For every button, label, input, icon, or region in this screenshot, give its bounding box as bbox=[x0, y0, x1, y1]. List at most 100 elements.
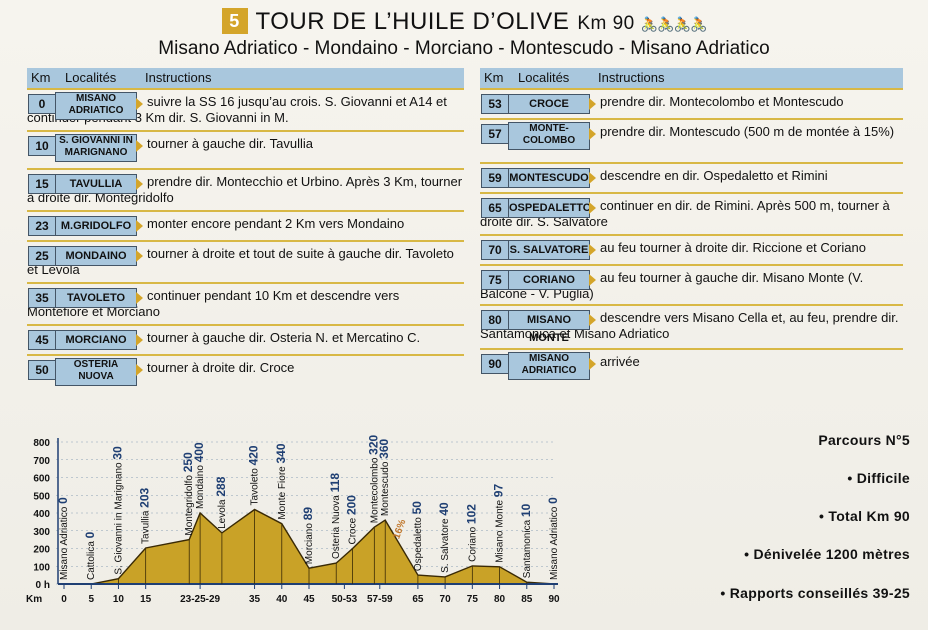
difficulty-label: • Difficile bbox=[847, 470, 910, 486]
instruction-row: 50 OSTERIA NUOVA tourner à droite dir. Cro… bbox=[27, 354, 464, 390]
x-tick-label: 57-59 bbox=[367, 594, 393, 605]
row-instruction: prendre dir. Montecolombo et Montescudo bbox=[600, 94, 844, 109]
place-label: Ospedaletto 50 bbox=[410, 501, 424, 571]
x-tick-label: 40 bbox=[276, 594, 288, 605]
header-km: Km bbox=[31, 70, 51, 85]
row-arrow-icon bbox=[136, 334, 143, 346]
instruction-row: 15 TAVULLIA prendre dir. Montecchio et Urb… bbox=[27, 168, 464, 210]
row-location: MONDAINO bbox=[55, 246, 137, 266]
row-location: CORIANO bbox=[508, 270, 590, 290]
instruction-row: 59 MONTESCUDO descendre en dir. Ospedalett… bbox=[480, 162, 903, 192]
row-instruction: tourner à gauche dir. Tavullia bbox=[147, 136, 313, 151]
y-tick-label: 800 bbox=[33, 438, 50, 449]
place-label: Osteria Nuova 118 bbox=[328, 473, 342, 559]
place-label: Misano Monte 97 bbox=[492, 484, 506, 563]
row-instruction: descendre vers Misano Cella et, au feu, … bbox=[480, 310, 899, 341]
row-arrow-icon bbox=[589, 202, 596, 214]
y-tick-label: 500 bbox=[33, 491, 50, 502]
header-km: Km bbox=[484, 70, 504, 85]
row-arrow-icon bbox=[589, 128, 596, 140]
x-tick-label: 90 bbox=[548, 594, 560, 605]
table-header: Km Localités Instructions bbox=[480, 68, 903, 88]
row-instruction: prendre dir. Montescudo (500 m de montée… bbox=[600, 124, 895, 139]
route-distance: Km 90 bbox=[577, 13, 635, 34]
instruction-row: 75 CORIANO au feu tourner à gauche dir. Mi… bbox=[480, 264, 903, 304]
place-label: Misano Adriatico 0 bbox=[546, 497, 560, 580]
page-title: 5 TOUR DE L’HUILE D’OLIVE Km 90 🚴🚴🚴🚴 bbox=[0, 8, 928, 38]
row-location: S. SALVATORE bbox=[508, 240, 590, 260]
instruction-row: 45 MORCIANO tourner à gauche dir. Osteria … bbox=[27, 324, 464, 354]
x-tick-label: 75 bbox=[467, 594, 479, 605]
place-label: S. Giovanni in Marignano 30 bbox=[110, 446, 124, 575]
place-label: Morciano 89 bbox=[301, 507, 315, 565]
difficulty-bikes-icon: 🚴🚴🚴🚴 bbox=[640, 16, 708, 32]
row-km: 59 bbox=[481, 168, 509, 188]
row-arrow-icon bbox=[589, 98, 596, 110]
row-instruction: au feu tourner à droite dir. Riccione et… bbox=[600, 240, 866, 255]
place-label: Misano Adriatico 0 bbox=[56, 497, 70, 580]
row-km: 50 bbox=[28, 360, 56, 380]
instruction-row: 53 CROCE prendre dir. Montecolombo et Mont… bbox=[480, 88, 903, 118]
row-location: MISANO MONTE bbox=[508, 310, 590, 344]
y-tick-label: 100 bbox=[33, 562, 50, 573]
place-label: Croce 200 bbox=[345, 495, 359, 545]
instruction-row: 0 MISANO ADRIATICO suivre la SS 16 jusqu’a… bbox=[27, 88, 464, 130]
place-label: S. Salvatore 40 bbox=[437, 502, 451, 573]
row-location: TAVOLETO bbox=[55, 288, 137, 308]
row-location: CROCE bbox=[508, 94, 590, 114]
header-localites: Localités bbox=[65, 70, 117, 85]
y-tick-label: 200 bbox=[33, 545, 50, 556]
instruction-row: 23 M.GRIDOLFO monter encore pendant 2 Km v… bbox=[27, 210, 464, 240]
row-instruction: descendre en dir. Ospedaletto et Rimini bbox=[600, 168, 828, 183]
header-localites: Localités bbox=[518, 70, 570, 85]
row-location: MONTESCUDO bbox=[508, 168, 590, 188]
total-distance-label: • Total Km 90 bbox=[818, 508, 910, 524]
instruction-row: 65 OSPEDALETTO continuer en dir. de Rimini… bbox=[480, 192, 903, 234]
row-location: MISANO ADRIATICO bbox=[55, 92, 137, 120]
gradient-label: 16% bbox=[391, 518, 408, 541]
place-label: Tavullia 203 bbox=[138, 487, 152, 543]
x-tick-label: 70 bbox=[440, 594, 452, 605]
row-km: 80 bbox=[481, 310, 509, 330]
place-label: Montescudo 360 bbox=[377, 438, 391, 516]
y-tick-label: 700 bbox=[33, 456, 50, 467]
instruction-row: 70 S. SALVATORE au feu tourner à droite di… bbox=[480, 234, 903, 264]
row-km: 75 bbox=[481, 270, 509, 290]
row-instruction: tourner à droite dir. Croce bbox=[147, 360, 295, 375]
header-instructions: Instructions bbox=[598, 70, 665, 85]
row-location: OSTERIA NUOVA bbox=[55, 358, 137, 386]
x-tick-label: 50-53 bbox=[332, 594, 358, 605]
place-label: Mondaino 400 bbox=[192, 442, 206, 509]
x-tick-label: 45 bbox=[303, 594, 315, 605]
instruction-row: 80 MISANO MONTE descendre vers Misano Cell… bbox=[480, 304, 903, 348]
x-tick-label: 80 bbox=[494, 594, 506, 605]
place-label: Montegridolfo 250 bbox=[181, 452, 195, 536]
route-title: TOUR DE L’HUILE D’OLIVE bbox=[255, 8, 570, 35]
row-location: MISANO ADRIATICO bbox=[508, 352, 590, 380]
row-arrow-icon bbox=[136, 220, 143, 232]
instruction-row: 10 S. GIOVANNI IN MARIGNANO tourner à gauc… bbox=[27, 130, 464, 168]
row-arrow-icon bbox=[136, 140, 143, 152]
header-instructions: Instructions bbox=[145, 70, 212, 85]
instruction-row: 25 MONDAINO tourner à droite et tout de su… bbox=[27, 240, 464, 282]
row-arrow-icon bbox=[136, 292, 143, 304]
row-arrow-icon bbox=[589, 274, 596, 286]
row-arrow-icon bbox=[589, 358, 596, 370]
x-tick-label: 85 bbox=[521, 594, 533, 605]
y-tick-label: 600 bbox=[33, 474, 50, 485]
row-km: 90 bbox=[481, 354, 509, 374]
place-label: Coriano 102 bbox=[464, 504, 478, 562]
place-label: Santamonica 10 bbox=[519, 503, 533, 578]
y-tick-label: 0 h bbox=[36, 580, 50, 591]
row-instruction: tourner à gauche dir. Osteria N. et Merc… bbox=[147, 330, 421, 345]
route-number-badge: 5 bbox=[221, 8, 248, 34]
y-tick-label: 300 bbox=[33, 527, 50, 538]
row-arrow-icon bbox=[136, 250, 143, 262]
row-location: MORCIANO bbox=[55, 330, 137, 350]
row-km: 25 bbox=[28, 246, 56, 266]
row-arrow-icon bbox=[136, 178, 143, 190]
route-subtitle: Misano Adriatico - Mondaino - Morciano -… bbox=[158, 38, 770, 59]
x-unit-label: Km bbox=[26, 594, 42, 605]
